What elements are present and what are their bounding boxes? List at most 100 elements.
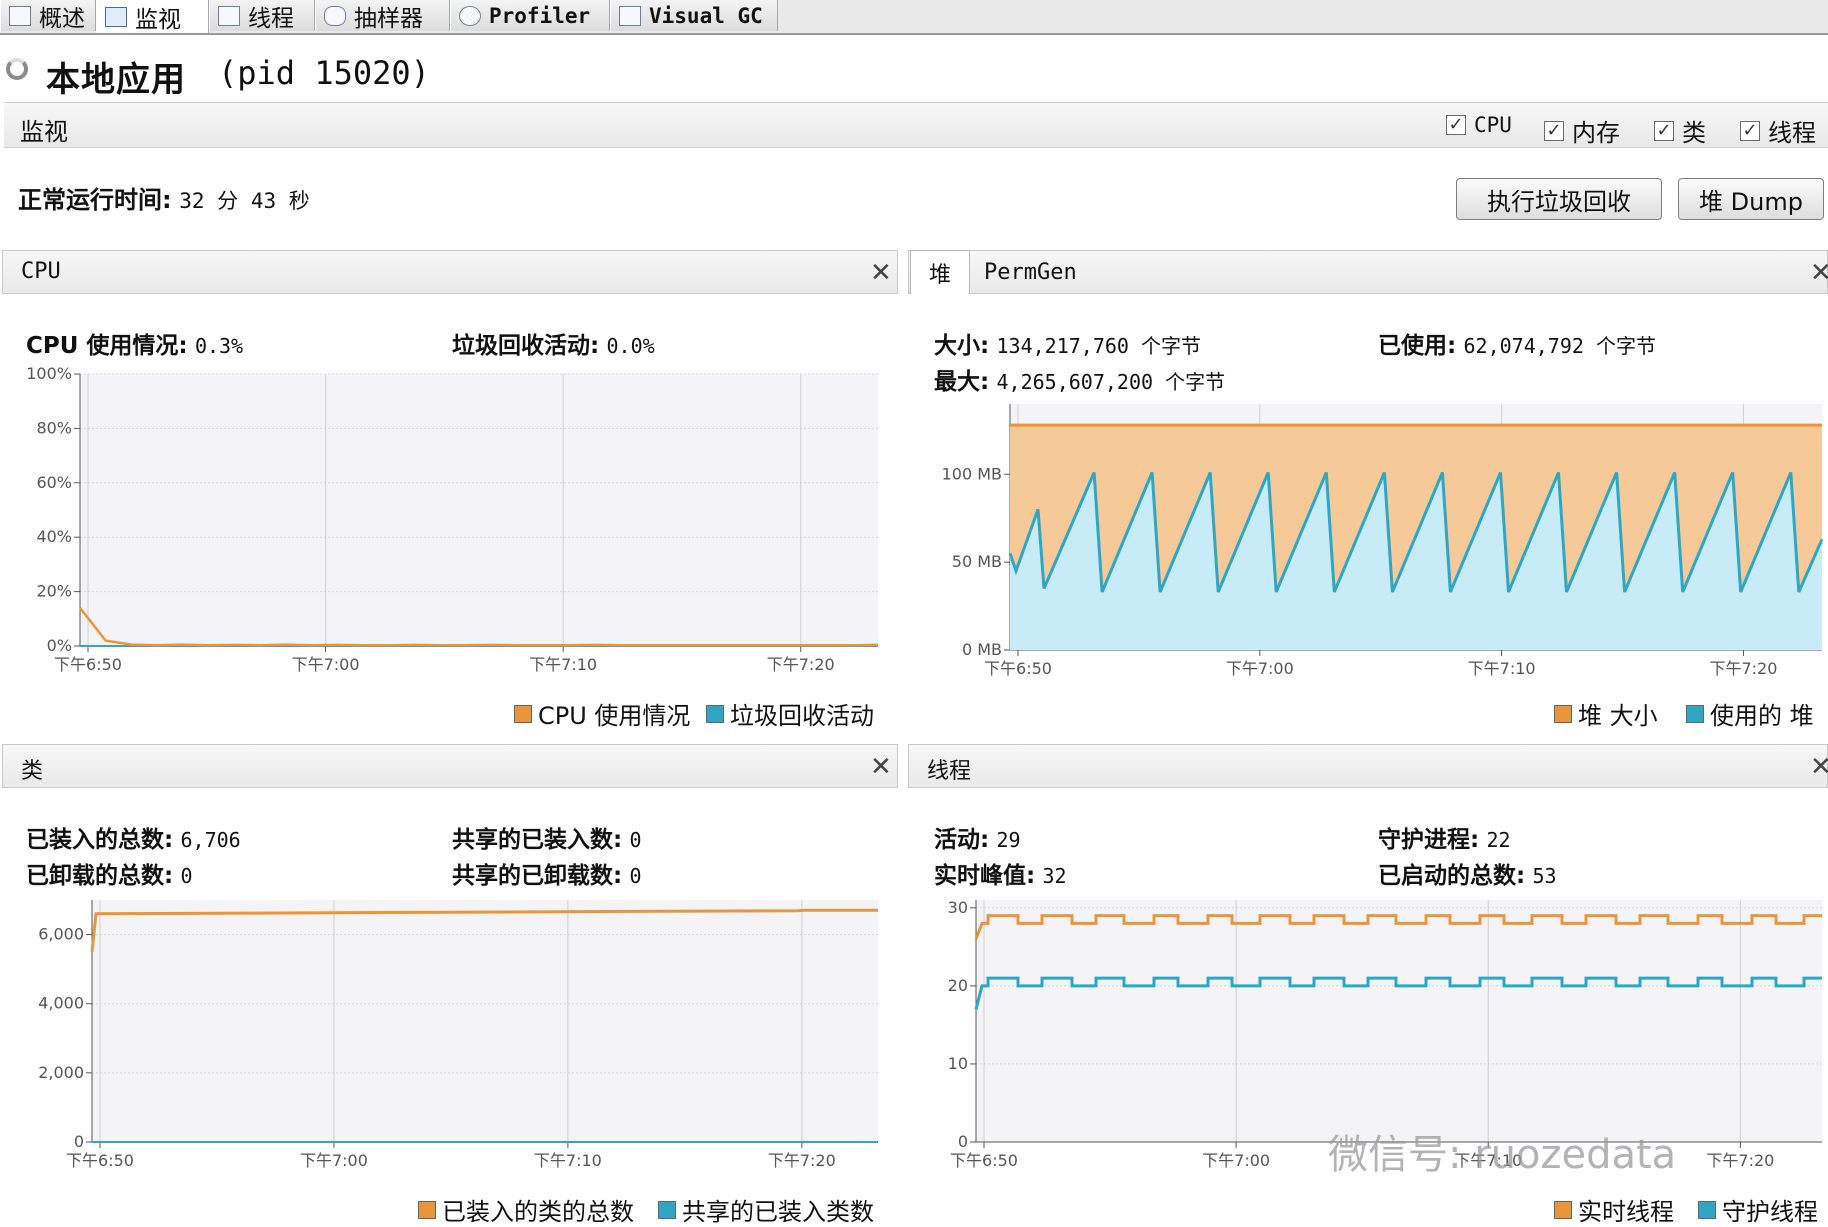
heap-dump-button[interactable]: 堆 Dump bbox=[1678, 178, 1824, 220]
shared-loaded-stat: 共享的已装入数: 0 bbox=[452, 820, 642, 854]
classes-panel-title: 类 bbox=[21, 759, 44, 784]
threads-close-icon[interactable]: ✕ bbox=[1810, 752, 1828, 782]
gc-activity-stat: 垃圾回收活动: 0.0% bbox=[452, 326, 655, 360]
overview-icon bbox=[9, 5, 31, 26]
classes-loaded-value: 6,706 bbox=[180, 828, 241, 852]
legend-swatch bbox=[1686, 704, 1704, 723]
y-tick-label: 80% bbox=[36, 418, 72, 437]
tab-overview[interactable]: 概述 bbox=[0, 0, 96, 32]
threads-panel-title: 线程 bbox=[927, 759, 972, 784]
perform-gc-button[interactable]: 执行垃圾回收 bbox=[1456, 178, 1662, 220]
x-tick-label: 下午6:50 bbox=[984, 659, 1052, 678]
cpu-checkbox[interactable]: ✓ CPU bbox=[1446, 113, 1512, 137]
legend-loaded-classes: 已装入的类的总数 bbox=[418, 1192, 634, 1227]
y-tick-label: 100% bbox=[26, 364, 72, 383]
legend-gc-activity: 垃圾回收活动 bbox=[706, 696, 874, 731]
classes-loaded-stat: 已装入的总数: 6,706 bbox=[26, 820, 241, 854]
heap-close-icon[interactable]: ✕ bbox=[1810, 258, 1828, 288]
y-tick-label: 0 bbox=[74, 1132, 84, 1151]
x-tick-label: 下午7:20 bbox=[768, 1151, 836, 1170]
classes-close-icon[interactable]: ✕ bbox=[870, 752, 892, 782]
heap-max-stat: 最大: 4,265,607,200 个字节 bbox=[934, 362, 1225, 396]
tab-bar: 概述 监视 线程 抽样器 Profiler Visual GC bbox=[0, 0, 1828, 35]
tab-label: 监视 bbox=[135, 6, 181, 33]
legend-label: 堆 大小 bbox=[1578, 702, 1658, 730]
heap-size-label: 大小: bbox=[934, 333, 990, 359]
y-tick-label: 50 MB bbox=[952, 552, 1002, 571]
legend-label: 实时线程 bbox=[1578, 1198, 1674, 1226]
shared-loaded-label: 共享的已装入数: bbox=[452, 827, 623, 853]
monitor-header bbox=[4, 102, 1828, 148]
legend-swatch bbox=[1554, 1200, 1572, 1219]
series-line-daemon-threads bbox=[974, 976, 1822, 1010]
tab-label: Profiler bbox=[489, 3, 591, 28]
x-tick-label: 下午7:00 bbox=[300, 1151, 368, 1170]
tab-monitor[interactable]: 监视 bbox=[96, 0, 209, 33]
legend-heap-size: 堆 大小 bbox=[1554, 696, 1658, 731]
x-tick-label: 下午6:50 bbox=[950, 1151, 1018, 1170]
heap-size-value: 134,217,760 个字节 bbox=[996, 334, 1202, 358]
classes-checkbox[interactable]: ✓ 类 bbox=[1654, 113, 1706, 148]
legend-swatch bbox=[1554, 704, 1572, 723]
legend-daemon-threads: 守护线程 bbox=[1698, 1192, 1818, 1227]
checkbox-label: CPU bbox=[1474, 113, 1512, 137]
tab-profiler[interactable]: Profiler bbox=[450, 0, 610, 31]
threads-started-stat: 已启动的总数: 53 bbox=[1378, 856, 1557, 890]
legend-cpu-usage: CPU 使用情况 bbox=[514, 696, 690, 731]
shared-unloaded-value: 0 bbox=[629, 864, 642, 888]
classes-chart: 0 2,000 4,000 6,000 下午6:50 下午7:00 下午7:10 下午7:20 bbox=[38, 900, 878, 1170]
y-tick-label: 0 bbox=[958, 1132, 968, 1151]
monitor-icon bbox=[105, 6, 127, 27]
classes-unloaded-label: 已卸载的总数: bbox=[26, 863, 174, 889]
x-tick-label: 下午6:50 bbox=[66, 1151, 134, 1170]
tab-threads[interactable]: 线程 bbox=[209, 0, 315, 32]
cpu-chart: 0% 20% 40% 60% 80% 100% 下午6:50 下午7:00 下午7:10 下午7:… bbox=[26, 364, 879, 674]
threads-live-value: 29 bbox=[996, 828, 1021, 852]
gc-activity-value: 0.0% bbox=[606, 334, 655, 358]
sampler-icon bbox=[324, 5, 346, 26]
cpu-usage-stat: CPU 使用情况: 0.3% bbox=[26, 326, 243, 360]
checkmark-icon: ✓ bbox=[1740, 120, 1760, 141]
page-pid: (pid 15020) bbox=[218, 54, 430, 92]
checkbox-label: 内存 bbox=[1572, 119, 1620, 147]
heap-size-stat: 大小: 134,217,760 个字节 bbox=[934, 326, 1201, 360]
legend-swatch bbox=[706, 704, 724, 723]
x-tick-label: 下午7:20 bbox=[1706, 1151, 1774, 1170]
memory-checkbox[interactable]: ✓ 内存 bbox=[1544, 113, 1620, 148]
page-title: 本地应用 bbox=[46, 60, 186, 100]
heap-max-value: 4,265,607,200 个字节 bbox=[996, 370, 1226, 394]
loading-spinner-icon bbox=[6, 58, 28, 80]
plot-area bbox=[80, 374, 878, 646]
heap-max-label: 最大: bbox=[934, 369, 990, 395]
legend-label: CPU 使用情况 bbox=[538, 702, 691, 730]
heap-used-value: 62,074,792 个字节 bbox=[1463, 334, 1656, 358]
tab-label: Visual GC bbox=[649, 3, 763, 28]
threads-live-label: 活动: bbox=[934, 827, 990, 853]
cpu-close-icon[interactable]: ✕ bbox=[870, 258, 892, 288]
gc-activity-label: 垃圾回收活动: bbox=[452, 333, 600, 359]
cpu-usage-label: CPU 使用情况: bbox=[26, 333, 188, 359]
tab-sampler[interactable]: 抽样器 bbox=[315, 0, 450, 32]
tab-heap[interactable]: 堆 bbox=[910, 250, 970, 294]
shared-unloaded-stat: 共享的已卸载数: 0 bbox=[452, 856, 642, 890]
tab-permgen[interactable]: PermGen bbox=[984, 259, 1077, 285]
visual-gc-icon bbox=[619, 5, 641, 26]
legend-label: 垃圾回收活动 bbox=[730, 702, 874, 730]
y-tick-label: 30 bbox=[948, 898, 968, 917]
heap-used-stat: 已使用: 62,074,792 个字节 bbox=[1378, 326, 1656, 360]
x-tick-label: 下午7:20 bbox=[767, 655, 835, 674]
y-tick-label: 60% bbox=[36, 473, 72, 492]
x-tick-label: 下午7:00 bbox=[1226, 659, 1294, 678]
legend-live-threads: 实时线程 bbox=[1554, 1192, 1674, 1227]
plot-area bbox=[976, 900, 1822, 1142]
x-tick-label: 下午7:10 bbox=[529, 655, 597, 674]
threads-daemon-label: 守护进程: bbox=[1378, 827, 1480, 853]
y-tick-label: 0% bbox=[47, 636, 72, 655]
uptime: 正常运行时间: 32 分 43 秒 bbox=[18, 180, 310, 215]
threads-daemon-stat: 守护进程: 22 bbox=[1378, 820, 1511, 854]
tab-visual-gc[interactable]: Visual GC bbox=[610, 0, 778, 31]
threads-started-label: 已启动的总数: bbox=[1378, 863, 1526, 889]
series-line-loaded-classes bbox=[90, 908, 878, 953]
threads-checkbox[interactable]: ✓ 线程 bbox=[1740, 113, 1816, 148]
threads-chart: 0 10 20 30 下午6:50 下午7:00 下午7:10 下午7:20 bbox=[948, 898, 1822, 1170]
